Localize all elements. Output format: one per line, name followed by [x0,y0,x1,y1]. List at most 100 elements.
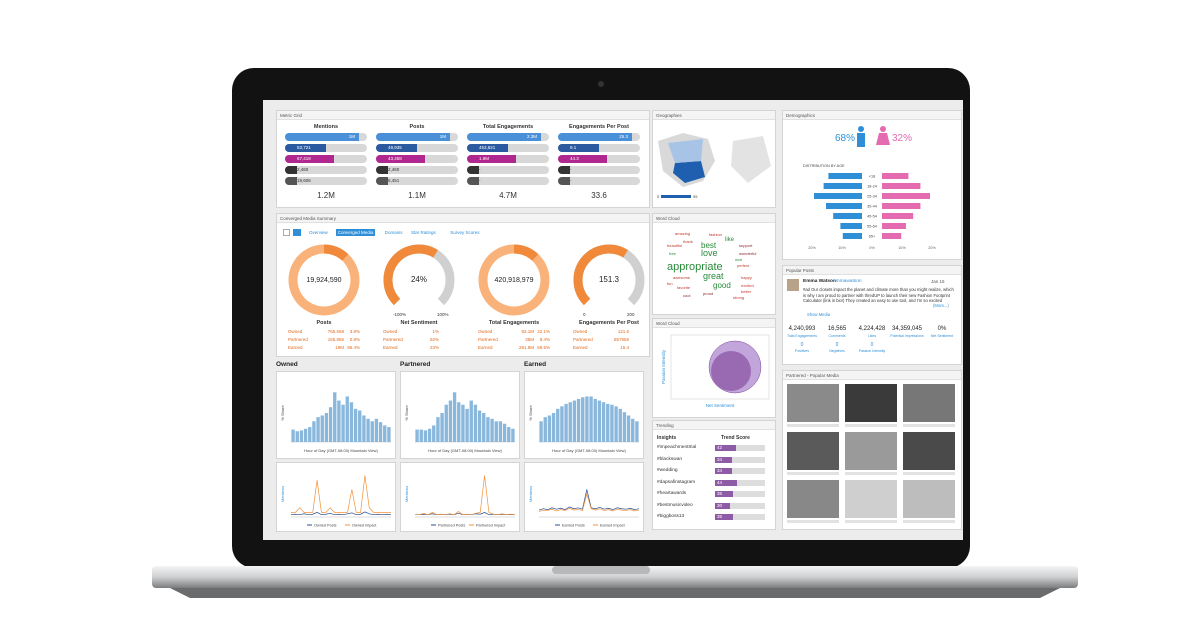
gauge-arc [288,244,360,316]
gauge-row-name: Partnered [288,337,308,342]
x-axis-label: Hour of Day (GMT-08:00) Mountain View) [552,448,626,453]
tab[interactable]: Domains [384,230,403,235]
line-series [291,475,391,513]
bar [370,421,374,442]
metric-fill [558,144,599,152]
bar [572,400,577,442]
media-thumbnail[interactable] [787,384,839,422]
line-series [290,511,392,516]
media-thumbnail[interactable] [845,384,897,422]
metric-fill [285,133,359,141]
x-tick-label: 10% [898,246,906,250]
column-header: Total Engagements [482,124,534,130]
cloud-word: perfect [737,263,750,268]
media-thumbnail[interactable] [903,384,955,422]
bar [490,418,494,442]
trend-tag: #dapsafinstagram [657,479,696,485]
stat-value: 4,224,428 [858,326,886,332]
trend-header: Trend Score [721,435,750,441]
media-thumbnail[interactable] [787,432,839,470]
bar [589,396,593,442]
media-thumbnail[interactable] [903,432,955,470]
metric-fill [376,133,450,141]
x-tick-label: 20% [808,246,816,250]
trend-bar [715,479,737,486]
bar [606,403,610,442]
trend-bar [715,502,730,509]
gauge-row-value: 35M [525,337,534,342]
stat-value: 16,565 [827,326,847,332]
gauge-label: Total Engagements [488,320,540,326]
female-bar [882,213,914,219]
trend-bar [715,491,733,497]
tab[interactable]: Overview [309,230,328,235]
stat-value: 34,359,045 [891,326,923,332]
male-icon [858,126,864,132]
bar [576,398,581,442]
x-tick-label: 20% [928,246,936,250]
age-label: 18-24 [867,185,877,189]
female-bar [882,223,906,229]
bar [511,428,515,442]
panel-title: Demographics [783,111,961,120]
panel: Metric Grid Mentions 1M 53,721 67,418 2,460 19… [276,110,650,208]
trend-score: 35 [717,491,723,496]
bar [452,392,457,442]
bar [498,421,503,442]
y-axis-label: Mentions [280,486,285,502]
bar [345,396,349,442]
gauge-row-name: Owned [288,329,303,334]
panel-title: Partnered - Popular Media [783,371,961,380]
trend-score: 30 [717,502,723,508]
age-label: 45-54 [867,215,877,219]
tab[interactable]: Converged Media [335,229,376,236]
metric-fill [285,155,335,163]
metric-fill [376,166,389,174]
cloud-word: happy [741,275,752,280]
legend-label: Earned Impact [600,524,626,528]
bar [423,430,428,442]
y-axis-label: Passion Intensity [661,349,666,384]
panel-title: Geographies [653,111,775,120]
cloud-word: cool [683,293,691,298]
stat-value: 0 [800,342,804,348]
metric-value: 53,721 [297,145,311,150]
gauge-row-value: 92% [429,337,439,342]
stat-label: Comments [828,334,846,338]
trend-header: Insights [657,435,677,441]
media-thumbnail[interactable] [903,480,955,518]
bar [507,427,511,442]
trend-score: 34 [717,468,723,473]
media-thumbnail[interactable] [845,480,897,518]
tab[interactable]: Survey Scores [450,230,480,235]
show-media[interactable]: Show Media [807,312,831,317]
media-thumbnail[interactable] [845,432,897,470]
gauge-min: 0 [583,312,586,317]
media-stats [845,472,897,475]
y-axis-label: % Share [280,405,285,421]
metric-value: 2.3M [526,134,537,139]
gauge-row-name: Earned [288,345,303,350]
metric-fill [467,144,508,152]
gauge-row-value: 857865 [613,337,629,342]
gauge-row-name: Earned [573,345,588,350]
gauge-row-pct: 0.8% [349,337,360,342]
trend-tag: #heartawards [657,491,687,496]
trend-tag: #biggboss13 [657,514,685,519]
bar [312,421,316,442]
metric-pill: - [467,177,549,185]
stat-label: Net Sentiment [930,334,954,338]
bar [427,428,432,442]
trend-tag: #blackswan [657,456,683,462]
tab[interactable]: Star Ratings [411,230,436,235]
female-icon [876,133,890,145]
legend-label: Partnered Posts [438,524,465,528]
gauge-row-name: Partnered [478,337,498,342]
media-thumbnail[interactable] [787,480,839,518]
gauge-row-name: Earned [383,345,398,350]
cloud-word: favorite [677,285,691,290]
metric-pill: 5,451 [376,177,458,185]
metric-value: 67,418 [297,156,311,161]
trend-track [715,491,765,497]
